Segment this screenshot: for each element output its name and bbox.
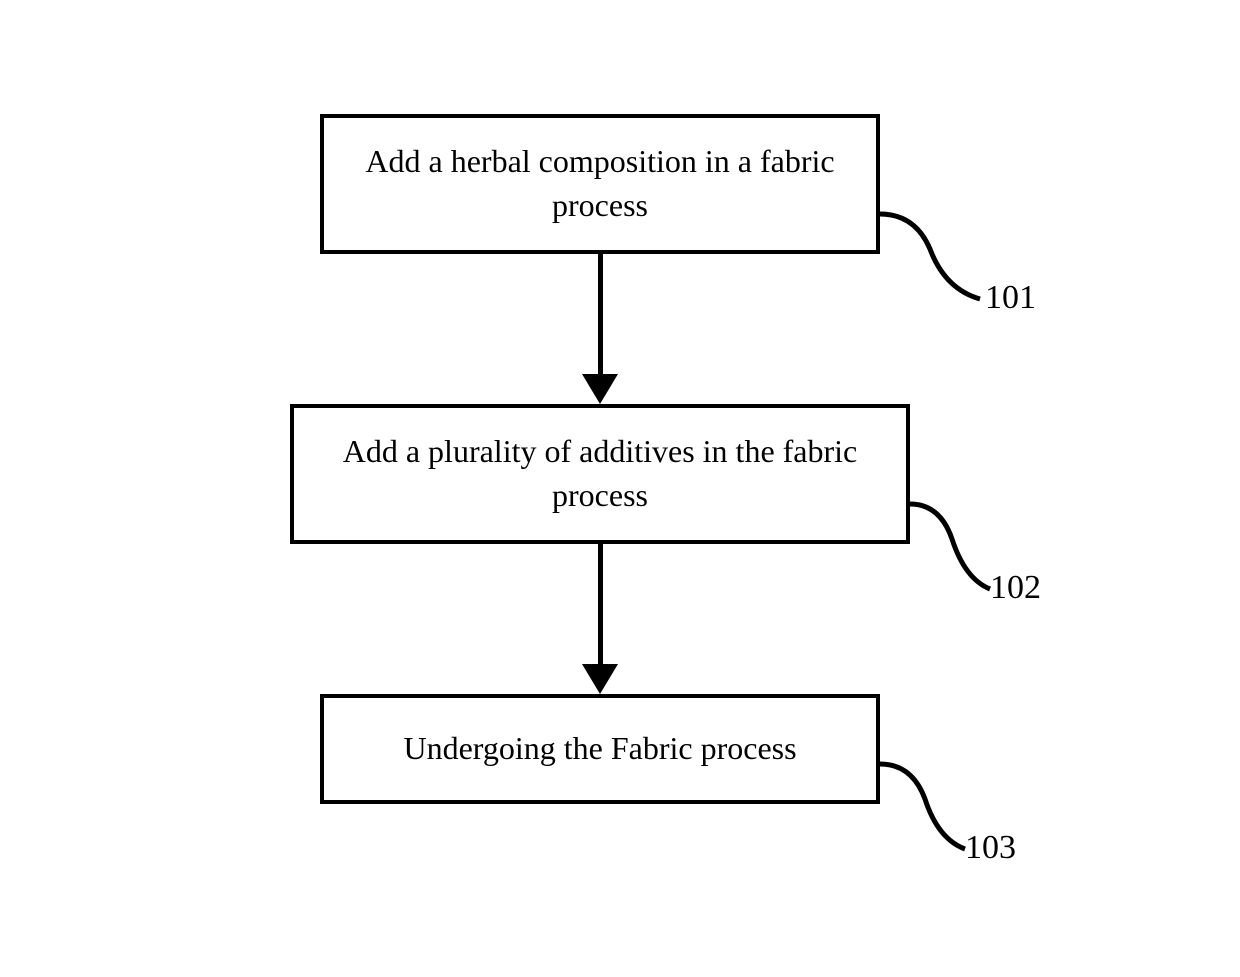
step-label-102: 102 bbox=[990, 569, 1041, 607]
flowchart-arrow-2 bbox=[582, 544, 618, 694]
step-text: Undergoing the Fabric process bbox=[403, 727, 796, 770]
flowchart-step-102: Add a plurality of additives in the fabr… bbox=[290, 404, 910, 544]
arrow-line bbox=[598, 544, 603, 664]
step-label-103: 103 bbox=[965, 829, 1016, 867]
arrow-head bbox=[582, 374, 618, 404]
label-connector-101 bbox=[880, 209, 1000, 319]
flowchart-container: Add a herbal composition in a fabric pro… bbox=[170, 64, 1070, 914]
flowchart-step-103: Undergoing the Fabric process bbox=[320, 694, 880, 804]
step-label-101: 101 bbox=[985, 279, 1036, 317]
step-text: Add a plurality of additives in the fabr… bbox=[319, 430, 881, 516]
flowchart-step-101: Add a herbal composition in a fabric pro… bbox=[320, 114, 880, 254]
arrow-line bbox=[598, 254, 603, 374]
step-text: Add a herbal composition in a fabric pro… bbox=[349, 140, 851, 226]
arrow-head bbox=[582, 664, 618, 694]
flowchart-arrow-1 bbox=[582, 254, 618, 404]
